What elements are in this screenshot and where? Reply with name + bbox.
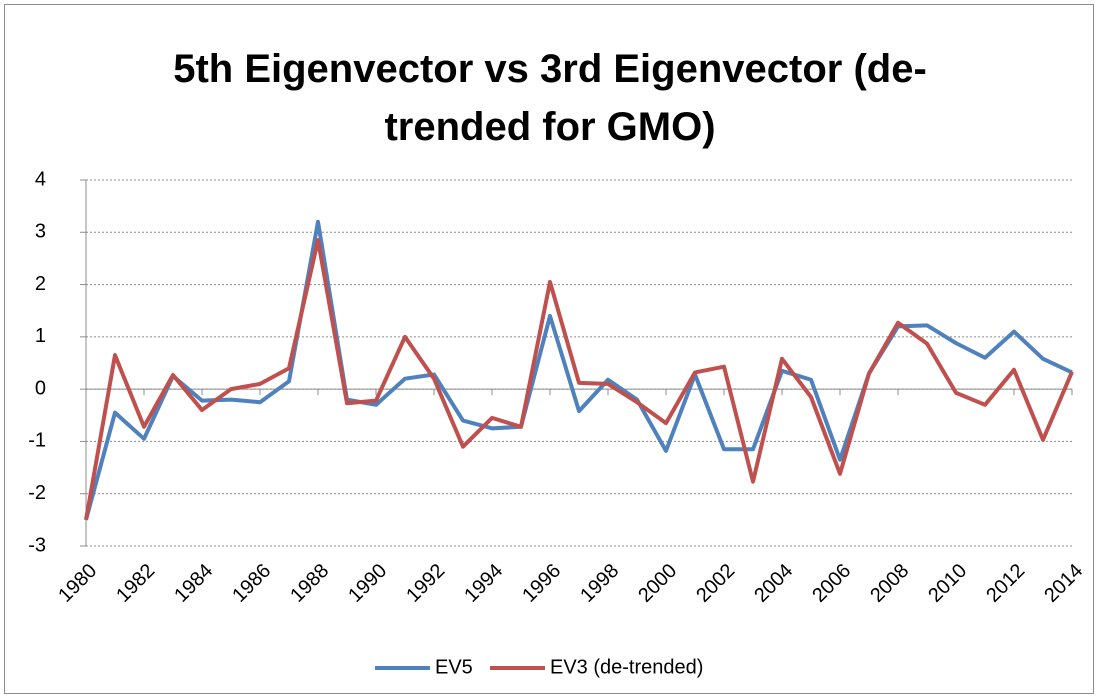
x-tick-label: 1982 [112,560,159,607]
chart-title: 5th Eigenvector vs 3rd Eigenvector (de-t… [173,47,927,149]
x-tick-label: 1994 [460,560,507,607]
x-tick-label: 1990 [344,560,391,607]
x-tick-label: 2014 [1040,560,1087,607]
x-tick-label: 1984 [170,560,217,607]
y-tick-label: 0 [35,377,46,399]
series-line [84,219,1073,521]
y-tick-label: 2 [35,273,46,295]
legend-label: EV3 (de-trended) [550,656,703,678]
x-tick-label: 2000 [634,560,681,607]
x-tick-label: 1996 [518,560,565,607]
y-tick-label: 1 [35,325,46,347]
x-tick-label: 1998 [576,560,623,607]
x-tick-label: 2002 [692,560,739,607]
x-tick-label: 1980 [54,560,101,607]
x-tick-label: 1986 [228,560,275,607]
y-tick-label: -3 [28,534,46,556]
y-tick-label: 4 [35,168,46,190]
x-tick-label: 2010 [924,560,971,607]
y-tick-label: -1 [28,430,46,452]
x-tick-label: 1992 [402,560,449,607]
x-tick-label: 2008 [866,560,913,607]
x-tick-label: 1988 [286,560,333,607]
y-tick-label: 3 [35,221,46,243]
x-tick-label: 2004 [750,560,797,607]
y-tick-label: -2 [28,482,46,504]
chart-frame [4,4,1094,694]
series-line [84,238,1074,521]
x-tick-label: 2012 [982,560,1029,607]
x-tick-label: 2006 [808,560,855,607]
legend-label: EV5 [435,656,473,678]
